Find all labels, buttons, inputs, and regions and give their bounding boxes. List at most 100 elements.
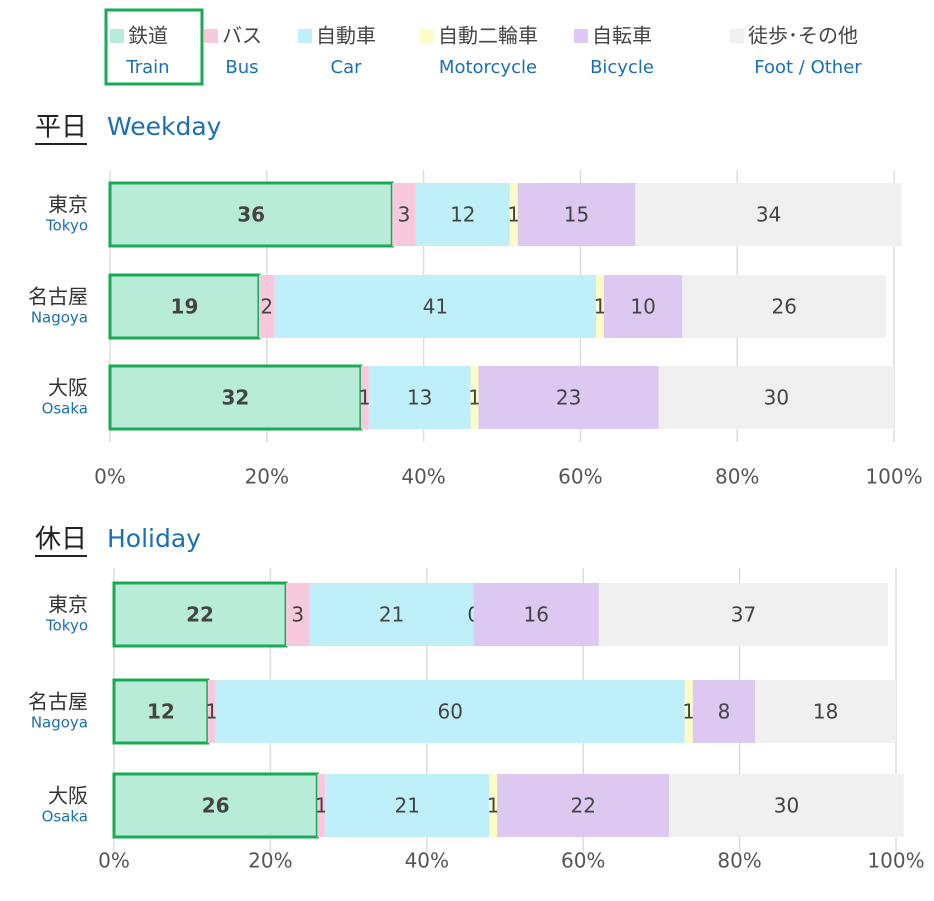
data-label: 30 [774,794,799,818]
y-tick-label: 大阪 [48,784,88,808]
bar-segment [112,772,319,839]
data-label: 15 [564,203,589,227]
legend-label: 自転車 [592,24,652,48]
data-label: 30 [764,386,789,410]
legend-swatch [298,29,312,43]
bar-segment [682,275,887,338]
bar-segment [755,680,896,743]
bar-segment [658,366,894,429]
bar-segment [470,366,479,429]
legend-swatch [110,29,124,43]
data-label: 3 [398,203,411,227]
legend-label-en: Bicycle [590,57,654,78]
data-label: 19 [171,295,199,319]
data-label: 37 [731,603,756,627]
bar-segment [286,583,310,646]
legend-label-en: Bus [225,57,258,78]
bar-segment [258,275,275,338]
data-label: 36 [237,203,265,227]
chart-subtitle: Holiday [107,524,201,553]
bar-segment [473,583,599,646]
bar-segment [108,181,394,248]
data-label: 1 [205,700,218,724]
bar-segment [596,275,604,338]
bar-segment [360,366,369,429]
legend-highlight [104,8,204,86]
bar-segment [692,680,756,743]
bar-segment [215,680,685,743]
data-label: 1 [315,794,328,818]
y-tick-label-en: Tokyo [45,617,88,635]
x-tick-label: 60% [558,465,602,489]
bar-segment [325,774,490,837]
data-label: 16 [524,603,549,627]
bar-segment [309,583,474,646]
y-tick-label-en: Nagoya [31,714,88,732]
bar-segment [368,366,471,429]
bar-segment [112,678,210,745]
data-label: 2 [260,295,273,319]
legend-swatch [420,29,434,43]
y-tick-label: 名古屋 [28,285,88,309]
data-label: 32 [222,386,250,410]
legend-swatch [730,29,744,43]
data-label: 21 [379,603,404,627]
data-label: 1 [682,700,695,724]
legend-label: 自動車 [316,24,376,48]
bar-segment [635,183,902,246]
data-label: 10 [630,295,655,319]
x-tick-label: 80% [717,849,761,873]
bar-segment [112,581,288,648]
bar-segment [669,774,904,837]
y-tick-label-en: Nagoya [31,309,88,327]
data-label: 21 [395,794,420,818]
x-tick-label: 0% [98,849,130,873]
data-label: 26 [202,794,230,818]
bar-segment [598,583,889,646]
x-tick-label: 40% [405,849,449,873]
x-tick-label: 100% [867,849,924,873]
data-label: 34 [756,203,781,227]
data-label: 1 [358,386,371,410]
x-tick-label: 20% [248,849,292,873]
x-tick-label: 80% [715,465,759,489]
chart-title: 休日 [35,525,87,555]
data-label: 22 [570,794,595,818]
bar-segment [392,183,416,246]
y-tick-label-en: Osaka [42,400,88,418]
chart-subtitle: Weekday [107,112,222,141]
data-label: 12 [147,700,175,724]
legend-label: 自動二輪車 [438,24,538,48]
bar-segment [517,183,636,246]
legend-label-en: Motorcycle [439,57,537,78]
data-label: 8 [718,700,731,724]
data-label: 13 [407,386,432,410]
legend-label-en: Foot / Other [754,57,862,78]
chart-title: 平日 [35,113,87,143]
x-tick-label: 40% [401,465,445,489]
bar-segment [478,366,659,429]
x-tick-label: 60% [561,849,605,873]
bar-segment [274,275,597,338]
x-tick-label: 0% [94,465,126,489]
legend-label: 徒歩･その他 [748,24,858,48]
y-tick-label-en: Tokyo [45,217,88,235]
bar-segment [415,183,510,246]
legend-label-en: Train [125,57,169,78]
data-label: 22 [186,603,214,627]
data-label: 12 [450,203,475,227]
data-label: 3 [291,603,304,627]
bar-segment [603,275,683,338]
data-label: 18 [813,700,838,724]
bar-segment [497,774,670,837]
y-tick-label: 東京 [48,593,88,617]
legend-label: バス [222,24,262,48]
data-label: 41 [423,295,448,319]
data-label: 1 [507,203,520,227]
bar-segment [509,183,518,246]
data-label: 60 [438,700,463,724]
y-tick-label: 東京 [48,193,88,217]
bar-segment [684,680,693,743]
legend-label-en: Car [331,57,363,78]
